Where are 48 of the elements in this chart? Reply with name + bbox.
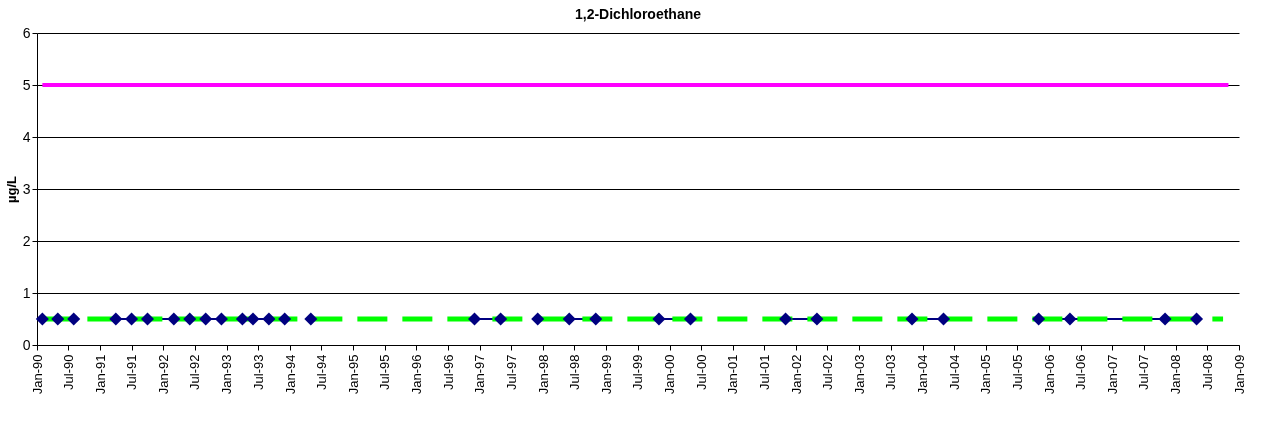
x-tick-label: Jul-07 — [1136, 354, 1152, 390]
x-tick-label: Jan-95 — [345, 354, 361, 395]
x-tick-label: Jan-00 — [662, 354, 678, 395]
y-tick-label: 4 — [22, 128, 31, 145]
x-tick-label: Jan-02 — [788, 354, 804, 395]
y-axis-title: µg/L — [3, 175, 19, 203]
x-tick-label: Jul-97 — [503, 354, 519, 390]
x-tick-label: Jan-01 — [725, 354, 741, 395]
x-tick-label: Jan-99 — [598, 354, 614, 395]
y-tick-label: 5 — [22, 76, 31, 93]
chart-title: 1,2-Dichloroethane — [574, 6, 702, 22]
x-tick-label: Jan-93 — [219, 354, 235, 395]
x-tick-label: Jan-04 — [915, 354, 931, 395]
x-tick-label: Jul-03 — [883, 354, 899, 390]
x-tick-label: Jul-94 — [313, 354, 329, 390]
x-tick-label: Jul-99 — [630, 354, 646, 390]
x-tick-label: Jul-06 — [1073, 354, 1089, 390]
x-tick-label: Jan-90 — [29, 354, 45, 395]
x-tick-label: Jul-95 — [377, 354, 393, 390]
x-tick-label: Jan-92 — [155, 354, 171, 395]
x-tick-label: Jul-92 — [187, 354, 203, 390]
x-tick-label: Jul-00 — [693, 354, 709, 390]
x-tick-label: Jul-93 — [250, 354, 266, 390]
x-tick-label: Jul-91 — [124, 354, 140, 390]
x-tick-label: Jan-06 — [1041, 354, 1057, 395]
x-tick-label: Jan-03 — [851, 354, 867, 395]
y-tick-label: 1 — [22, 284, 31, 301]
x-tick-label: Jan-91 — [92, 354, 108, 395]
x-tick-label: Jul-98 — [566, 354, 582, 390]
y-tick-label: 3 — [22, 180, 31, 197]
x-tick-label: Jul-05 — [1009, 354, 1025, 390]
x-tick-label: Jan-94 — [282, 354, 298, 395]
x-tick-label: Jan-98 — [535, 354, 551, 395]
x-tick-label: Jan-97 — [472, 354, 488, 395]
x-tick-label: Jul-96 — [440, 354, 456, 390]
x-tick-label: Jan-96 — [408, 354, 424, 395]
x-tick-label: Jul-01 — [756, 354, 772, 390]
x-tick-label: Jul-08 — [1199, 354, 1215, 390]
x-tick-label: Jan-05 — [978, 354, 994, 395]
x-tick-label: Jan-07 — [1104, 354, 1120, 395]
y-tick-label: 2 — [22, 232, 31, 249]
x-tick-label: Jan-08 — [1168, 354, 1184, 395]
y-tick-label: 0 — [22, 336, 31, 353]
x-tick-label: Jan-09 — [1231, 354, 1247, 395]
x-tick-label: Jul-04 — [946, 354, 962, 390]
x-tick-label: Jul-02 — [819, 354, 835, 390]
y-tick-label: 6 — [22, 24, 31, 41]
x-tick-label: Jul-90 — [60, 354, 76, 390]
